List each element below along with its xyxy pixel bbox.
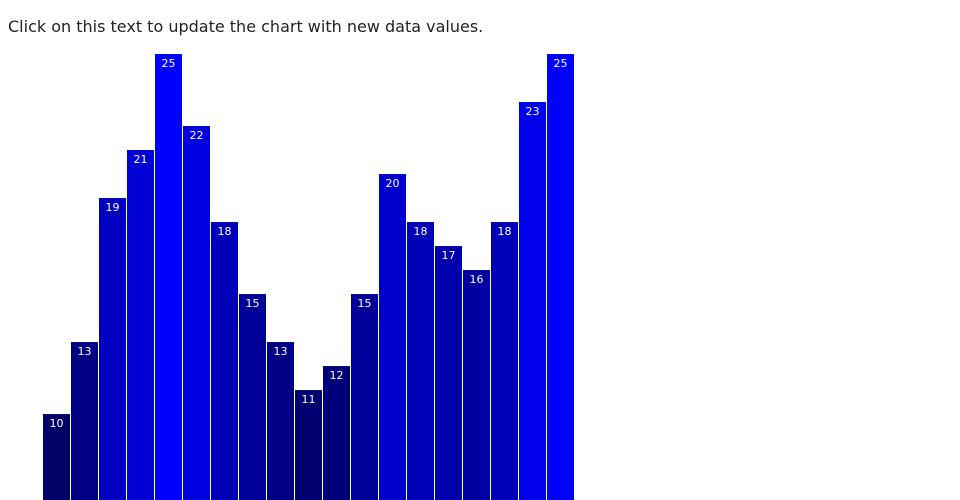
value-label: 25: [162, 57, 176, 70]
bar: [351, 294, 378, 500]
bar: [547, 54, 574, 500]
value-label: 13: [78, 345, 92, 358]
value-label: 16: [470, 273, 484, 286]
value-label: 22: [190, 129, 204, 142]
value-label: 18: [218, 225, 232, 238]
bar: [519, 102, 546, 500]
update-link[interactable]: Click on this text to update the chart w…: [8, 17, 484, 36]
value-label: 18: [414, 225, 428, 238]
value-label: 18: [498, 225, 512, 238]
bar: [491, 222, 518, 500]
value-label: 15: [246, 297, 260, 310]
bar: [211, 222, 238, 500]
value-label: 21: [134, 153, 148, 166]
bar: [295, 390, 322, 500]
bar: [463, 270, 490, 500]
bar: [127, 150, 154, 500]
bar: [239, 294, 266, 500]
value-label: 12: [330, 369, 344, 382]
value-label: 17: [442, 249, 456, 262]
bar: [323, 366, 350, 500]
bar: [435, 246, 462, 500]
bar: [155, 54, 182, 500]
bar: [267, 342, 294, 500]
value-label: 25: [554, 57, 568, 70]
value-label: 15: [358, 297, 372, 310]
bar: [71, 342, 98, 500]
value-label: 10: [50, 417, 64, 430]
bar: [183, 126, 210, 500]
value-label: 13: [274, 345, 288, 358]
bar: [99, 198, 126, 500]
bar: [407, 222, 434, 500]
value-label: 19: [106, 201, 120, 214]
value-label: 11: [302, 393, 316, 406]
bar: [379, 174, 406, 500]
value-label: 20: [386, 177, 400, 190]
bar: [43, 414, 70, 500]
value-label: 23: [526, 105, 540, 118]
